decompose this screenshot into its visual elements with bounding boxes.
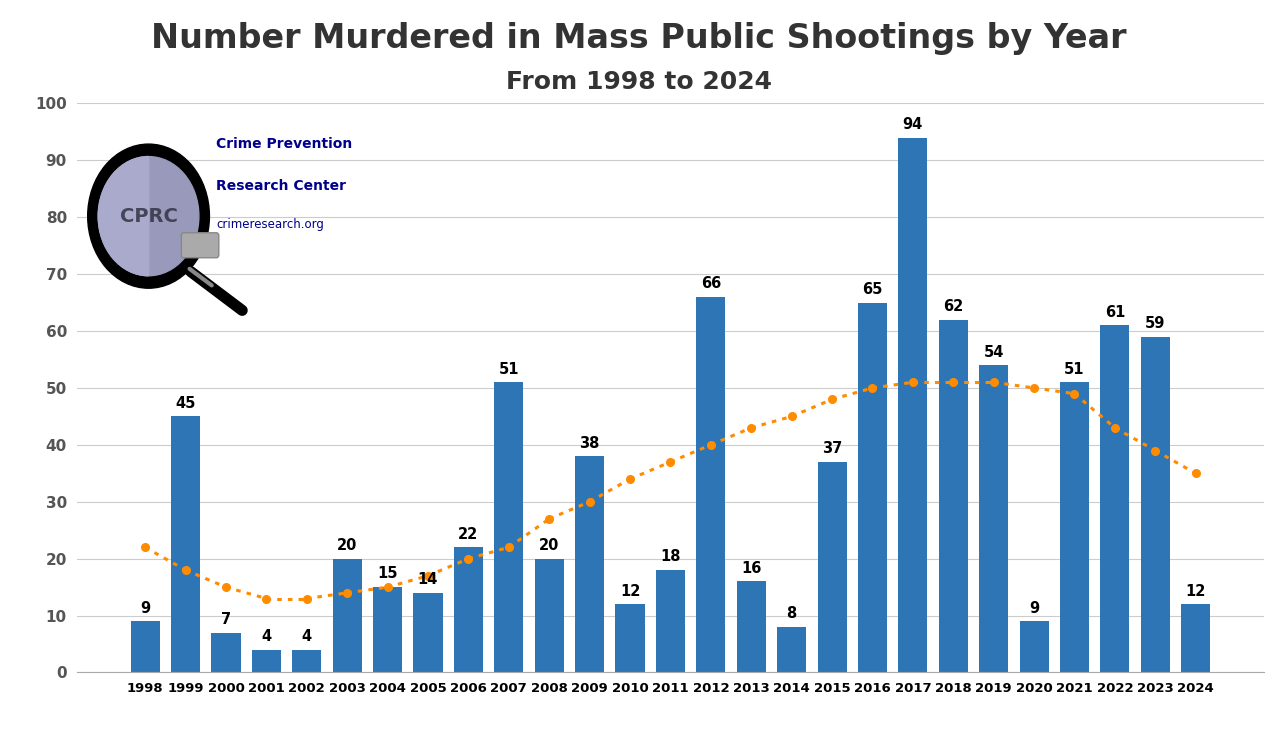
Text: 37: 37	[822, 441, 842, 456]
Bar	[778, 627, 806, 672]
Text: 59: 59	[1145, 316, 1166, 331]
Text: 94: 94	[903, 117, 923, 132]
Text: 66: 66	[701, 276, 722, 291]
Bar	[737, 582, 766, 672]
Text: From 1998 to 2024: From 1998 to 2024	[506, 70, 771, 94]
Text: 16: 16	[741, 561, 761, 576]
Text: 51: 51	[1064, 361, 1084, 377]
Bar	[332, 559, 361, 672]
Text: 8: 8	[787, 606, 797, 621]
FancyBboxPatch shape	[181, 233, 218, 258]
Text: 18: 18	[660, 549, 681, 565]
Bar	[817, 462, 847, 672]
Text: 38: 38	[580, 435, 600, 451]
Text: 45: 45	[175, 396, 195, 411]
Text: 15: 15	[377, 567, 398, 582]
Bar	[535, 559, 563, 672]
Bar	[979, 365, 1009, 672]
Text: 54: 54	[983, 344, 1004, 359]
Bar	[130, 621, 160, 672]
Bar	[252, 650, 281, 672]
Wedge shape	[98, 157, 148, 276]
Text: 12: 12	[1185, 584, 1205, 599]
Bar	[696, 297, 725, 672]
Bar	[575, 456, 604, 672]
Bar	[494, 382, 524, 672]
Text: 20: 20	[539, 538, 559, 553]
Bar	[656, 570, 684, 672]
Text: Number Murdered in Mass Public Shootings by Year: Number Murdered in Mass Public Shootings…	[151, 22, 1126, 55]
Bar	[453, 548, 483, 672]
Text: 61: 61	[1105, 304, 1125, 320]
Text: 9: 9	[1029, 601, 1039, 616]
Bar	[858, 303, 888, 672]
Text: CPRC: CPRC	[120, 207, 178, 225]
Text: 4: 4	[262, 629, 272, 644]
Bar	[616, 605, 645, 672]
Circle shape	[88, 144, 209, 288]
Bar	[1019, 621, 1048, 672]
Text: 9: 9	[140, 601, 151, 616]
Bar	[1101, 325, 1129, 672]
Bar	[1181, 605, 1211, 672]
Text: 7: 7	[221, 612, 231, 627]
Bar	[1140, 337, 1170, 672]
Bar	[898, 137, 927, 672]
Bar	[1060, 382, 1089, 672]
Bar	[292, 650, 322, 672]
Bar	[939, 320, 968, 672]
Bar	[212, 633, 240, 672]
Text: Research Center: Research Center	[217, 179, 346, 193]
Text: 22: 22	[458, 527, 479, 542]
Bar	[171, 417, 200, 672]
Text: 14: 14	[418, 572, 438, 587]
Bar	[414, 593, 443, 672]
Text: 65: 65	[862, 282, 882, 297]
Text: crimeresearch.org: crimeresearch.org	[217, 218, 324, 231]
Text: 20: 20	[337, 538, 358, 553]
Text: 4: 4	[301, 629, 312, 644]
Text: 51: 51	[498, 361, 518, 377]
Circle shape	[98, 157, 199, 276]
Text: 12: 12	[619, 584, 640, 599]
Text: 62: 62	[944, 299, 963, 314]
Bar	[373, 587, 402, 672]
Text: Crime Prevention: Crime Prevention	[217, 137, 352, 151]
